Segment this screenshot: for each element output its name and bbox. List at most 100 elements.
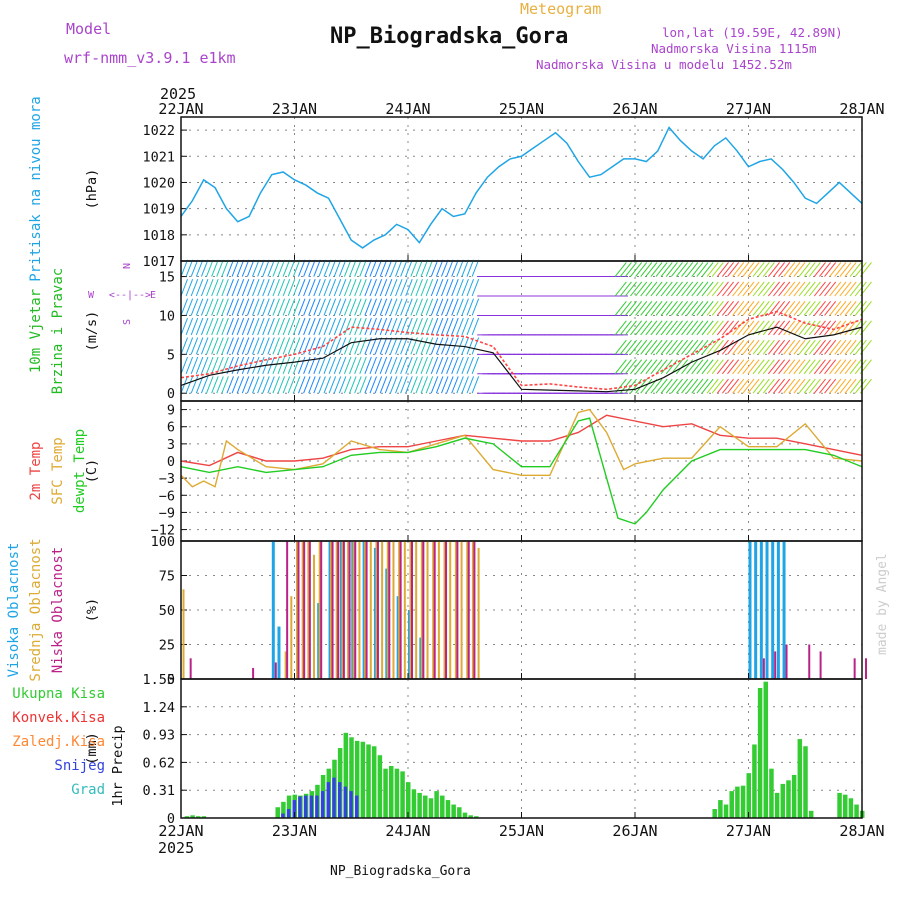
y-tick-label: 1018 — [142, 228, 175, 244]
wind-barb — [349, 376, 357, 394]
wind-barb — [354, 259, 362, 277]
wind-barb — [716, 320, 729, 336]
wind-barb — [635, 339, 648, 355]
wind-barb — [425, 317, 434, 336]
y-tick-label: −12 — [151, 523, 175, 539]
wind-barb — [338, 298, 347, 316]
wind-barb — [425, 376, 434, 394]
wind-barb — [824, 281, 837, 297]
wind-barb — [441, 337, 449, 355]
cloud-bar — [782, 541, 786, 679]
model-label: Model — [66, 20, 111, 38]
cloud-bar — [369, 541, 372, 679]
cloud-bar — [252, 667, 255, 679]
wind-barb — [400, 279, 408, 297]
wind-barb — [195, 298, 204, 316]
wind-barb — [788, 378, 801, 394]
wind-barb — [333, 356, 342, 374]
precip-bar — [423, 795, 428, 818]
wind-barb — [701, 320, 714, 336]
wind-barb — [727, 262, 740, 277]
wind-barb — [349, 259, 357, 277]
y-tick-label: 100 — [151, 534, 175, 550]
wind-barb — [762, 281, 775, 297]
wind-barb — [211, 317, 219, 336]
wind-barb — [624, 359, 637, 375]
wind-barb — [272, 356, 280, 374]
wind-barb — [211, 298, 219, 316]
wind-barb — [732, 301, 745, 316]
wind-barb — [435, 279, 444, 297]
wind-barb — [614, 359, 627, 375]
wind-barb — [308, 317, 316, 336]
wind-barb — [788, 359, 801, 375]
wind-barb — [640, 339, 653, 355]
wind-barb — [747, 320, 760, 336]
wind-barb — [446, 317, 454, 336]
wind-barb — [752, 378, 765, 394]
wind-barb — [711, 320, 724, 336]
cloud-bar — [759, 541, 763, 679]
wind-barb — [839, 339, 852, 355]
wind-barb — [435, 317, 444, 336]
wind-barb — [195, 279, 204, 297]
unit-label: (hPa) — [84, 169, 100, 210]
wind-barb — [262, 298, 270, 316]
wind-barb — [338, 356, 347, 374]
pressure-line — [180, 126, 863, 249]
wind-barb — [716, 262, 729, 277]
wind-barb — [676, 301, 689, 316]
wind-barb — [650, 339, 663, 355]
cloud-bar — [290, 596, 293, 679]
wind-barb — [216, 259, 224, 277]
cloud-bar — [274, 662, 277, 679]
wind-barb — [732, 359, 745, 375]
cloud-bar — [415, 541, 418, 679]
wind-barb — [303, 259, 311, 277]
wind-barb — [292, 279, 301, 297]
wind-barb — [732, 281, 745, 297]
wind-barb — [313, 259, 321, 277]
wind-barb — [793, 262, 806, 277]
precip-bar — [366, 744, 371, 818]
wind-barb — [267, 279, 275, 297]
wind-barb — [328, 259, 337, 277]
wind-barb — [645, 262, 658, 277]
cloud-bar — [477, 547, 480, 679]
wind-barb — [839, 359, 852, 375]
wind-barb — [303, 317, 311, 336]
wind-barb — [364, 317, 372, 336]
y-tick-label: 1022 — [142, 123, 175, 139]
wind-barb — [282, 298, 291, 316]
wind-barb — [819, 301, 832, 316]
precip-bar — [400, 771, 405, 818]
wind-barb — [696, 320, 709, 336]
wind-barb — [813, 359, 826, 375]
cloud-bar — [819, 651, 822, 679]
precip-bar — [718, 800, 723, 818]
wind-barb — [665, 281, 678, 297]
wind-barb — [701, 262, 714, 277]
wind-barb — [451, 298, 459, 316]
precip-bar — [808, 810, 814, 818]
wind-barb — [676, 262, 689, 277]
wind-barb — [328, 356, 337, 374]
wind-barb — [272, 259, 280, 277]
wind-barb — [635, 320, 648, 336]
wind-barb — [257, 337, 265, 355]
y-tick-label: 25 — [159, 638, 175, 654]
precip-bar — [411, 789, 417, 818]
y-tick-label: 9 — [167, 403, 175, 419]
wind-barb — [466, 279, 475, 297]
wind-barb — [252, 259, 260, 277]
bottom-tick-label: 24JAN — [385, 822, 430, 840]
precip-bar — [474, 816, 479, 818]
footer-station: NP_Biogradska_Gora — [330, 864, 471, 879]
wind-barb — [206, 317, 214, 336]
wind-barb — [655, 262, 668, 277]
compass-n: N — [122, 263, 133, 269]
wind-barb — [798, 378, 811, 394]
compass-h: <--|--> — [109, 290, 151, 301]
y-tick-label: 1017 — [142, 254, 175, 270]
